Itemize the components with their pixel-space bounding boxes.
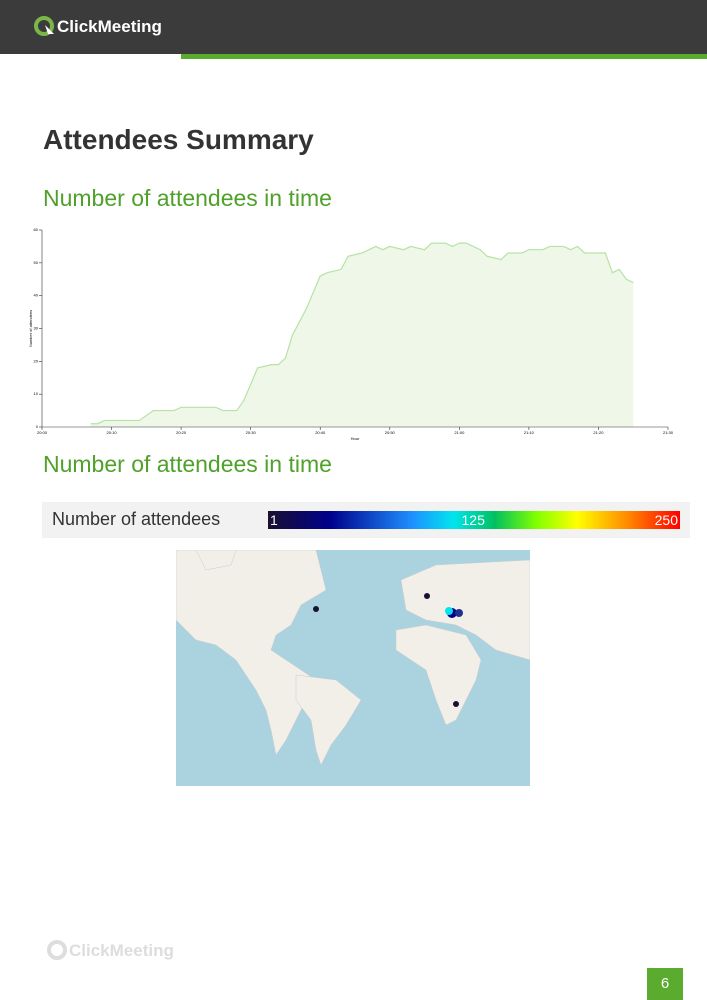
x-tick-label: 21:10 <box>524 430 535 435</box>
y-tick-label: 0 <box>36 424 39 429</box>
colorbar-tick-label: 125 <box>461 512 485 528</box>
x-tick-label: 20:30 <box>246 430 257 435</box>
y-tick-label: 40 <box>34 293 39 298</box>
header-accent <box>181 54 707 59</box>
map-point <box>424 593 430 599</box>
y-tick-label: 60 <box>34 227 39 232</box>
x-axis-label: Hour <box>351 436 360 441</box>
x-tick-label: 20:00 <box>37 430 48 435</box>
section-heading: Number of attendees in time <box>43 451 332 477</box>
x-tick-label: 21:20 <box>593 430 604 435</box>
map-point <box>455 609 463 617</box>
section-heading: Number of attendees in time <box>43 185 332 211</box>
x-tick-label: 20:40 <box>315 430 326 435</box>
y-tick-label: 20 <box>34 358 39 363</box>
area-fill <box>90 243 634 427</box>
page-number: 6 <box>647 968 683 1000</box>
y-tick-label: 50 <box>34 260 39 265</box>
chart: 0 10 20 30 40 50 60 20:00 20:10 20:20 20:30 20:40 20… <box>28 227 674 441</box>
page-title: Attendees Summary <box>43 124 314 155</box>
map-point <box>453 701 459 707</box>
logo-text: ClickMeeting <box>57 17 162 36</box>
colorbar-tick-label: 1 <box>270 512 278 528</box>
y-tick-label: 10 <box>34 391 39 396</box>
colorbar-tick-label: 250 <box>654 512 678 528</box>
map <box>176 550 530 786</box>
footer-logo-icon <box>47 940 67 960</box>
footer-logo: ClickMeeting <box>69 941 174 960</box>
y-axis-label: Number of attendees <box>28 310 33 347</box>
area-line <box>90 242 634 425</box>
x-tick-label: 20:10 <box>107 430 118 435</box>
map-point <box>313 606 319 612</box>
map-point <box>445 607 453 615</box>
y-tick-label: 30 <box>34 326 39 331</box>
x-tick-label: 21:30 <box>663 430 674 435</box>
colorbar: 1 125 250 <box>268 511 680 529</box>
x-tick-label: 21:00 <box>454 430 465 435</box>
colorbar-label: Number of attendees <box>52 509 221 529</box>
header-bar <box>0 0 707 54</box>
logo-icon <box>34 16 54 36</box>
x-tick-label: 20:50 <box>385 430 396 435</box>
x-tick-label: 20:20 <box>176 430 187 435</box>
